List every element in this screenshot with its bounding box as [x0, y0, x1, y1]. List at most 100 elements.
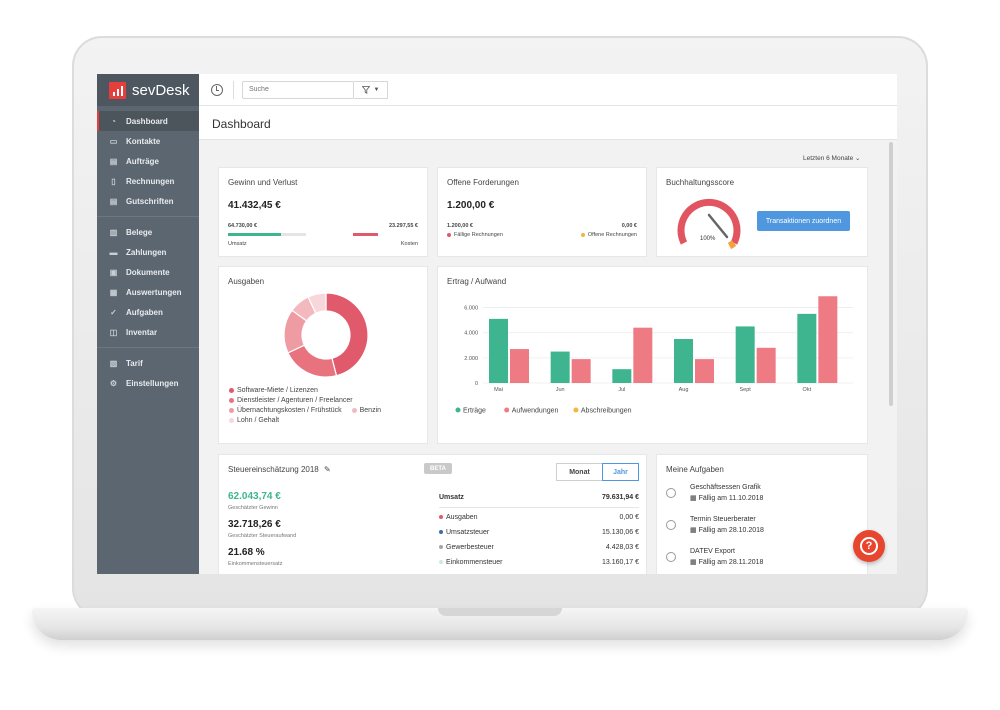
history-clock-icon[interactable]	[211, 83, 223, 96]
bar[interactable]	[674, 339, 693, 383]
assign-transactions-button[interactable]: Transaktionen zuordnen	[757, 211, 850, 231]
tax-row-label: Gewerbesteuer	[446, 544, 494, 551]
sidebar-item-tarif[interactable]: ▧ Tarif	[97, 353, 199, 373]
task-checkbox[interactable]	[666, 520, 676, 530]
sidebar-item-zahlungen[interactable]: ▬ Zahlungen	[97, 242, 199, 262]
income-expense-chart: 0 2.000 4.000 6.000 Mai Jun Jul Aug Sept Okt Erträ…	[455, 296, 853, 415]
task-checkbox[interactable]	[666, 488, 676, 498]
legend-label: Aufwendungen	[512, 408, 559, 415]
tax-row-label: Umsatzsteuer	[446, 529, 490, 536]
bar[interactable]	[633, 327, 653, 383]
legend-label: Übernachtungskosten / Frühstück	[237, 407, 342, 414]
bar[interactable]	[489, 318, 508, 383]
sidebar: sevDesk ◔ Dashboard ▭ Kontakte ▤ Aufträg…	[97, 74, 199, 574]
bar[interactable]	[510, 349, 529, 383]
task-checkbox[interactable]	[666, 552, 676, 562]
scrollbar[interactable]	[889, 142, 893, 406]
brand-logo[interactable]: sevDesk	[97, 74, 199, 106]
legend-swatch	[455, 407, 461, 413]
sidebar-divider	[97, 216, 199, 217]
income-expense-card: Ertrag / Aufwand 0 2.000 4.000 6.000 Mai Jun J…	[438, 267, 867, 443]
tax-row-label: Ausgaben	[446, 514, 478, 521]
sidebar-item-belege[interactable]: ▥ Belege	[97, 222, 199, 242]
donut-slice[interactable]	[307, 292, 327, 315]
bar[interactable]	[756, 347, 776, 383]
top-bar: ▼	[199, 74, 897, 106]
tax-row: Ausgaben 0,00 €	[439, 514, 639, 521]
calendar-icon: ▦	[690, 495, 697, 502]
due-label: Fällige Rechnungen	[454, 232, 503, 238]
report-icon: ▦	[109, 287, 118, 297]
card-title: Meine Aufgaben	[666, 465, 724, 474]
expenses-donut	[283, 292, 369, 378]
sidebar-item-einstellungen[interactable]: ⚙ Einstellungen	[97, 373, 199, 393]
card-title: Offene Forderungen	[447, 178, 519, 187]
toggle-year[interactable]: Jahr	[602, 463, 639, 481]
help-button[interactable]: ?	[853, 530, 885, 562]
tax-row: Einkommensteuer 13.160,17 €	[439, 559, 639, 566]
open-value: 0,00 €	[621, 223, 637, 229]
legend-swatch	[504, 407, 510, 413]
sidebar-item-kontakte[interactable]: ▭ Kontakte	[97, 131, 199, 151]
bar[interactable]	[797, 313, 817, 383]
sidebar-item-gutschriften[interactable]: ▤ Gutschriften	[97, 191, 199, 211]
task-due: ▦ Fällig am 28.10.2018	[690, 526, 764, 534]
bar[interactable]	[735, 326, 755, 383]
legend-item: Übernachtungskosten / Frühstück Benzin	[229, 407, 381, 414]
tax-row-value: 0,00 €	[619, 514, 639, 521]
revenue-value: 64.730,00 €	[228, 223, 258, 229]
cost-value: 23.297,55 €	[388, 223, 418, 229]
tariff-icon: ▧	[109, 358, 118, 368]
bar[interactable]	[818, 296, 838, 383]
tasks-card: Meine Aufgaben Geschäftsessen Grafik ▦ F…	[657, 455, 867, 574]
toggle-month[interactable]: Monat	[556, 463, 602, 481]
page-title: Dashboard	[212, 117, 271, 131]
gear-icon: ⚙	[109, 378, 118, 388]
task-due-text: Fällig am 28.11.2018	[698, 559, 764, 566]
sidebar-item-auftraege[interactable]: ▤ Aufträge	[97, 151, 199, 171]
donut-slice[interactable]	[325, 292, 369, 377]
period-selector[interactable]: Letzten 6 Monate ⌄	[803, 154, 861, 162]
legend-label: Erträge	[463, 408, 486, 415]
legend-swatch	[229, 417, 234, 423]
tax-title: Steuereinschätzung 2018	[228, 465, 319, 474]
filter-dropdown[interactable]: ▼	[354, 80, 388, 99]
sidebar-item-aufgaben[interactable]: ✓ Aufgaben	[97, 302, 199, 322]
y-tick-label: 0	[475, 381, 478, 387]
sidebar-item-inventar[interactable]: ◫ Inventar	[97, 322, 199, 342]
laptop-notch	[438, 608, 562, 616]
receipt-icon: ▥	[109, 227, 118, 237]
search-input[interactable]	[242, 80, 354, 99]
legend-label: Software-Miete / Lizenzen	[237, 387, 318, 394]
due-legend: Fällige Rechnungen	[447, 232, 503, 238]
bar[interactable]	[695, 359, 714, 383]
sidebar-item-rechnungen[interactable]: ▯ Rechnungen	[97, 171, 199, 191]
score-card: Buchhaltungsscore 100% Transaktionen zuo…	[657, 168, 867, 256]
edit-pencil-icon[interactable]: ✎	[323, 465, 331, 474]
due-dot	[447, 232, 451, 237]
task-title: DATEV Export	[690, 548, 735, 555]
sidebar-item-dashboard[interactable]: ◔ Dashboard	[97, 111, 199, 131]
sidebar-item-auswertungen[interactable]: ▦ Auswertungen	[97, 282, 199, 302]
tax-row-dot	[439, 515, 443, 520]
bar[interactable]	[612, 369, 632, 383]
x-tick-label: Mai	[494, 387, 503, 393]
tax-row-value: 79.631,94 €	[602, 494, 639, 501]
sidebar-item-label: Rechnungen	[126, 176, 175, 186]
cost-bar-track	[300, 233, 378, 236]
sidebar-item-label: Aufgaben	[126, 307, 163, 317]
sidebar-item-label: Auswertungen	[126, 287, 182, 297]
orders-icon: ▤	[109, 156, 118, 166]
credit-note-icon: ▤	[109, 196, 118, 206]
brand-name: sevDesk	[132, 81, 190, 99]
estimated-tax-label: Geschätzter Steueraufwand	[228, 533, 297, 539]
cost-label: Kosten	[400, 241, 418, 247]
revenue-bar-fill	[228, 233, 282, 236]
sidebar-item-label: Dashboard	[126, 116, 168, 126]
sidebar-divider	[97, 347, 199, 348]
bar[interactable]	[550, 351, 570, 383]
bar[interactable]	[571, 359, 591, 383]
calendar-icon: ▦	[690, 559, 697, 566]
tax-row-dot	[439, 560, 443, 565]
sidebar-item-dokumente[interactable]: ▣ Dokumente	[97, 262, 199, 282]
